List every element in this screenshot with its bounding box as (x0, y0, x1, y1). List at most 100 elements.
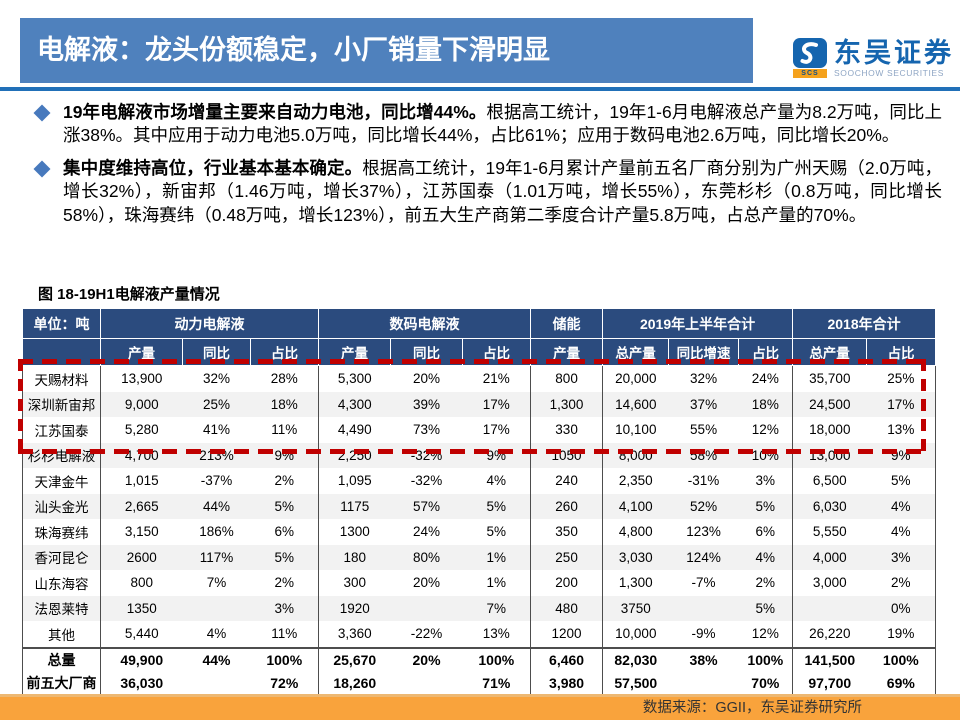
table-cell: 117% (199, 549, 234, 565)
table-cell: 24% (738, 365, 794, 392)
row-name-cell: 珠海赛纬 (22, 519, 101, 545)
row-name-cell: 天赐材料 (22, 365, 101, 392)
table-header: 单位：吨 动力电解液 数码电解液 储能 2019年上半年合计 2018年合计 产量 同比 占比产… (22, 308, 937, 366)
table-cell: 124% (686, 549, 721, 565)
table-cell: 800 (530, 365, 604, 392)
sub-header-cell: 产量 (100, 338, 183, 366)
table-cell: 32% (690, 371, 718, 387)
table-row: 珠海赛纬 3,150 186% 6% 1300 24% 5% 350 4,800 123% 6% 5,… (22, 519, 937, 545)
table-cell: -22% (410, 626, 443, 642)
table-cell: 8,000 (618, 447, 653, 463)
row-name-cell: 前五大厂商 (22, 671, 101, 697)
table-cell (183, 596, 251, 622)
sub-header-cell: 同比 (390, 338, 464, 366)
table-cell: 3,030 (618, 549, 653, 565)
bullet-item-2: 集中度维持高位，行业基本基本确定。根据高工统计，19年1-6月累计产量前五名厂商… (33, 157, 942, 227)
table-cell: 330 (530, 417, 604, 443)
bullet-list: 19年电解液市场增量主要来自动力电池，同比增44%。根据高工统计，19年1-6月… (33, 101, 942, 236)
table-cell: 58% (690, 447, 718, 463)
table-cell: 44% (202, 498, 231, 514)
bullet-item-1: 19年电解液市场增量主要来自动力电池，同比增44%。根据高工统计，19年1-6月… (33, 101, 942, 148)
table-cell: 213% (199, 447, 234, 463)
table-cell (669, 596, 739, 622)
bullet-text-2: 集中度维持高位，行业基本基本确定。根据高工统计，19年1-6月累计产量前五名厂商… (63, 157, 942, 227)
table-cell: -32% (410, 447, 443, 463)
table-cell: 20,000 (615, 371, 657, 387)
table-cell: 0% (866, 595, 937, 621)
table-cell: 20% (413, 371, 441, 387)
table-cell: 18,000 (809, 422, 851, 438)
table-body: 天赐材料 13,900 32% 28% 5,300 20% 21% 800 20,000 32% 2… (22, 365, 937, 697)
row-name-cell: 法恩莱特 (22, 595, 101, 621)
group-header-cell: 2019年上半年合计 (602, 308, 794, 339)
table-cell: 100% (462, 646, 532, 672)
table-cell: 2,250 (337, 447, 372, 463)
table-row: 山东海容 800 7% 2% 300 20% 1% 200 1,300 -7% 2% 3,000 2% (22, 570, 937, 596)
table-cell: 69% (866, 671, 937, 697)
table-cell: 1350 (126, 600, 157, 616)
table-cell: 5% (866, 468, 937, 494)
sub-header-cell: 占比 (462, 338, 532, 366)
table-cell: 5% (462, 493, 532, 519)
sub-header-cell: 占比 (738, 338, 794, 366)
table-cell: 35,700 (809, 371, 851, 387)
table-cell: 2600 (126, 549, 157, 565)
table-cell: 9% (462, 442, 532, 468)
table-cell: 6% (738, 519, 794, 545)
row-name-cell: 汕头金光 (22, 493, 101, 519)
table-cell: 7% (206, 575, 227, 591)
table-cell: 2% (250, 468, 320, 494)
table-cell: 1,095 (337, 473, 372, 489)
table-cell: 6,500 (812, 473, 847, 489)
sub-header-cell: 同比增速 (668, 338, 740, 366)
table-cell: 10% (738, 442, 794, 468)
table-cell: 3% (250, 595, 320, 621)
table-cell: 4,700 (124, 447, 159, 463)
table-cell: 4,100 (618, 498, 653, 514)
row-name-cell: 天津金牛 (22, 468, 101, 494)
bullet-2-lead: 集中度维持高位，行业基本基本确定。 (63, 157, 363, 178)
logo-name-cn: 东吴证券 (834, 38, 954, 68)
data-source-text: 数据来源：GGII，东吴证券研究所 (642, 700, 862, 716)
table-cell: 52% (690, 498, 718, 514)
table-cell: 1050 (530, 442, 604, 468)
table-cell: 25% (202, 396, 231, 412)
row-name-cell: 深圳新宙邦 (22, 391, 101, 417)
table-cell: 250 (530, 544, 604, 570)
diamond-bullet-icon (33, 160, 51, 178)
header-separator-line (0, 87, 960, 91)
table-cell: -37% (200, 473, 233, 489)
table-cell: 186% (199, 524, 234, 540)
table-cell: 2,665 (124, 498, 159, 514)
table-cell: 71% (462, 671, 532, 697)
table-cell: 36,030 (100, 671, 183, 697)
table-cell: 1% (462, 544, 532, 570)
table-row: 杉杉电解液 4,700 213% 9% 2,250 -32% 9% 1050 8,000 58% 1… (22, 442, 937, 468)
table-cell: 55% (690, 422, 718, 438)
table-cell: 260 (530, 493, 604, 519)
table-cell: 21% (462, 365, 532, 392)
table-cell: 5,300 (337, 371, 372, 387)
table-cell: 1,015 (124, 473, 159, 489)
source-footer: 数据来源：GGII，东吴证券研究所 (0, 694, 960, 720)
table-cell: 6,030 (812, 498, 847, 514)
table-cell: 24,500 (809, 396, 851, 412)
table-cell: 26,220 (809, 626, 851, 642)
table-cell: 2% (250, 570, 320, 596)
table-cell: 70% (738, 671, 794, 697)
row-name-cell: 其他 (22, 621, 101, 648)
table-cell: 18% (738, 391, 794, 417)
production-table-wrap: 单位：吨 动力电解液 数码电解液 储能 2019年上半年合计 2018年合计 产量 同比 占比产… (22, 308, 937, 697)
table-cell: 350 (530, 519, 604, 545)
table-cell: 17% (462, 417, 532, 443)
sub-header-cell: 占比 (249, 338, 320, 366)
table-cell: 4% (866, 493, 937, 519)
table-cell: -9% (691, 626, 716, 642)
table-cell: 18,260 (318, 671, 391, 697)
table-cell: 97,700 (792, 671, 867, 697)
table-cell: 1920 (339, 600, 370, 616)
table-cell: 5% (462, 519, 532, 545)
table-cell: 1200 (530, 621, 604, 648)
table-cell: 4% (866, 519, 937, 545)
table-cell: 5% (738, 493, 794, 519)
